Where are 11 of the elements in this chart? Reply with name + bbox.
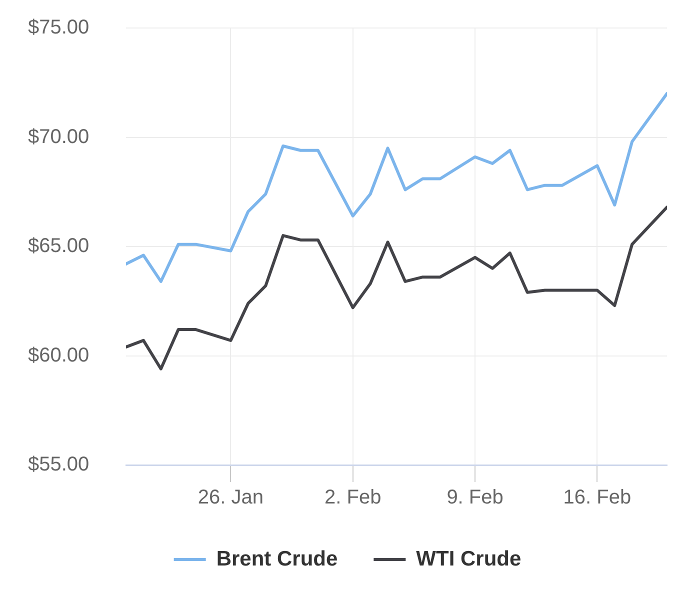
x-tick-label: 16. Feb (563, 486, 632, 509)
y-tick-label: $55.00 (28, 454, 90, 476)
x-tick-label: 9. Feb (446, 486, 504, 509)
y-tick-label: $70.00 (28, 126, 90, 148)
x-tick-label: 2. Feb (324, 486, 382, 509)
legend-label: WTI Crude (416, 547, 522, 570)
y-tick-label: $75.00 (28, 16, 90, 39)
x-tick-label: 26. Jan (198, 486, 264, 509)
y-tick-label: $65.00 (28, 235, 90, 258)
y-tick-label: $60.00 (28, 344, 90, 366)
legend-label: Brent Crude (216, 547, 338, 570)
